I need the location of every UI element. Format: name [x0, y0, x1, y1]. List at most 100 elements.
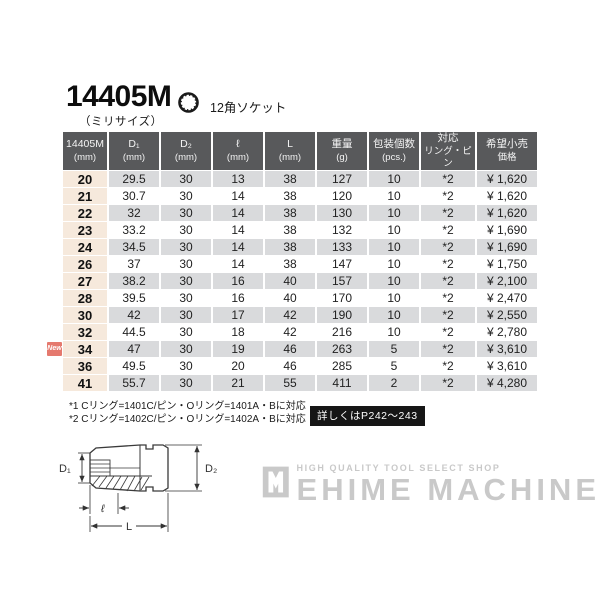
- table-row: 36 49.5 30 20 46 285 5 *2 ¥ 3,610: [63, 358, 537, 375]
- cell-ring_pin: *2: [421, 290, 475, 307]
- cell-size: 24: [63, 239, 107, 256]
- watermark-name: EHIME MACHINE: [296, 472, 600, 507]
- cell-size: 28: [63, 290, 107, 307]
- product-size-note: （ミリサイズ）: [79, 116, 163, 128]
- dim-label-d2: D₂: [205, 463, 217, 475]
- table-row: 23 33.2 30 14 38 132 10 *2 ¥ 1,690: [63, 222, 537, 239]
- spec-table-body: 20 29.5 30 13 38 127 10 *2 ¥ 1,620 21 30.7 30 14 38 12…: [47, 171, 537, 392]
- watermark-tagline: HIGH QUALITY TOOL SELECT SHOP: [296, 463, 501, 473]
- cell-l_total: 40: [265, 290, 315, 307]
- cell-l_small: 14: [213, 239, 263, 256]
- cell-ring_pin: *2: [421, 171, 475, 188]
- cell-d2: 30: [161, 273, 211, 290]
- cell-ring_pin: *2: [421, 341, 475, 358]
- cell-l_small: 14: [213, 188, 263, 205]
- cell-d2: 30: [161, 256, 211, 273]
- cell-d1: 49.5: [109, 358, 159, 375]
- cell-pcs: 10: [369, 171, 419, 188]
- cell-weight: 170: [317, 290, 367, 307]
- cell-price: ¥ 2,550: [477, 307, 537, 324]
- cell-d1: 34.5: [109, 239, 159, 256]
- cell-d2: 30: [161, 307, 211, 324]
- cell-weight: 411: [317, 375, 367, 392]
- cell-size: 20: [63, 171, 107, 188]
- cell-price: ¥ 1,620: [477, 188, 537, 205]
- dim-label-l-total: L: [126, 521, 132, 533]
- watermark-logo: HIGH QUALITY TOOL SELECT SHOP EHIME MACH…: [262, 462, 600, 514]
- table-row: New 34 47 30 19 46 263 5 *2 ¥ 3,610: [47, 341, 537, 358]
- cell-l_small: 14: [213, 256, 263, 273]
- cell-pcs: 10: [369, 307, 419, 324]
- cell-size: 22: [63, 205, 107, 222]
- column-header: 14405M (mm): [63, 132, 107, 171]
- cell-d1: 55.7: [109, 375, 159, 392]
- cell-l_total: 42: [265, 324, 315, 341]
- cell-size: 26: [63, 256, 107, 273]
- cell-l_small: 21: [213, 375, 263, 392]
- column-header: 希望小売 価格: [477, 132, 537, 171]
- cell-l_total: 46: [265, 358, 315, 375]
- cell-ring_pin: *2: [421, 273, 475, 290]
- column-header: 包装個数 (pcs.): [369, 132, 419, 171]
- cell-weight: 132: [317, 222, 367, 239]
- cell-l_small: 14: [213, 222, 263, 239]
- footnote-2: *2 Cリング=1402C/ピン・Oリング=1402A・Bに対応: [69, 414, 306, 425]
- table-row: 28 39.5 30 16 40 170 10 *2 ¥ 2,470: [63, 290, 537, 307]
- column-header: D₂ (mm): [161, 132, 211, 171]
- cell-pcs: 2: [369, 375, 419, 392]
- cell-l_small: 13: [213, 171, 263, 188]
- cell-l_total: 38: [265, 188, 315, 205]
- cell-l_total: 38: [265, 239, 315, 256]
- cell-l_small: 20: [213, 358, 263, 375]
- cell-d1: 32: [109, 205, 159, 222]
- column-header: D₁ (mm): [109, 132, 159, 171]
- table-row: 41 55.7 30 21 55 411 2 *2 ¥ 4,280: [63, 375, 537, 392]
- column-header: L (mm): [265, 132, 315, 171]
- cell-l_total: 38: [265, 222, 315, 239]
- socket-12pt-icon: [178, 92, 199, 113]
- cell-d1: 38.2: [109, 273, 159, 290]
- spec-table-header-row: 14405M (mm) D₁ (mm) D₂ (mm) ℓ (mm) L (mm) 重量 (g) 包装個…: [63, 132, 537, 171]
- cell-size: 23: [63, 222, 107, 239]
- cell-d1: 37: [109, 256, 159, 273]
- product-diagram: D₁ D₂ ℓ L: [59, 444, 217, 533]
- table-row: 20 29.5 30 13 38 127 10 *2 ¥ 1,620: [63, 171, 537, 188]
- cell-weight: 120: [317, 188, 367, 205]
- cell-weight: 285: [317, 358, 367, 375]
- cell-d1: 29.5: [109, 171, 159, 188]
- new-badge: New: [47, 342, 62, 357]
- cell-weight: 157: [317, 273, 367, 290]
- footnotes: *1 Cリング=1401C/ピン・Oリング=1401A・Bに対応 *2 Cリング…: [69, 400, 306, 426]
- cell-size: 21: [63, 188, 107, 205]
- cell-price: ¥ 2,100: [477, 273, 537, 290]
- cell-l_total: 38: [265, 171, 315, 188]
- cell-price: ¥ 2,470: [477, 290, 537, 307]
- cell-l_small: 14: [213, 205, 263, 222]
- cell-size: 36: [63, 358, 107, 375]
- cell-d1: 30.7: [109, 188, 159, 205]
- cell-size: 41: [63, 375, 107, 392]
- cell-ring_pin: *2: [421, 324, 475, 341]
- cell-d2: 30: [161, 324, 211, 341]
- cell-l_total: 46: [265, 341, 315, 358]
- footnote-1: *1 Cリング=1401C/ピン・Oリング=1401A・Bに対応: [69, 401, 306, 412]
- table-row: 27 38.2 30 16 40 157 10 *2 ¥ 2,100: [63, 273, 537, 290]
- title-block: 14405M （ミリサイズ）: [66, 82, 172, 129]
- cell-ring_pin: *2: [421, 307, 475, 324]
- cell-price: ¥ 3,610: [477, 358, 537, 375]
- cell-d2: 30: [161, 205, 211, 222]
- cell-d2: 30: [161, 341, 211, 358]
- spec-table: 14405M (mm) D₁ (mm) D₂ (mm) ℓ (mm) L (mm) 重量 (g) 包装個…: [47, 131, 539, 392]
- cell-weight: 130: [317, 205, 367, 222]
- cell-d1: 33.2: [109, 222, 159, 239]
- cell-pcs: 10: [369, 188, 419, 205]
- cell-size: 27: [63, 273, 107, 290]
- cell-pcs: 10: [369, 290, 419, 307]
- column-header: ℓ (mm): [213, 132, 263, 171]
- hatch-lines: [91, 475, 150, 492]
- cell-price: ¥ 2,780: [477, 324, 537, 341]
- cell-d2: 30: [161, 222, 211, 239]
- cell-l_small: 18: [213, 324, 263, 341]
- cell-pcs: 10: [369, 256, 419, 273]
- cell-price: ¥ 4,280: [477, 375, 537, 392]
